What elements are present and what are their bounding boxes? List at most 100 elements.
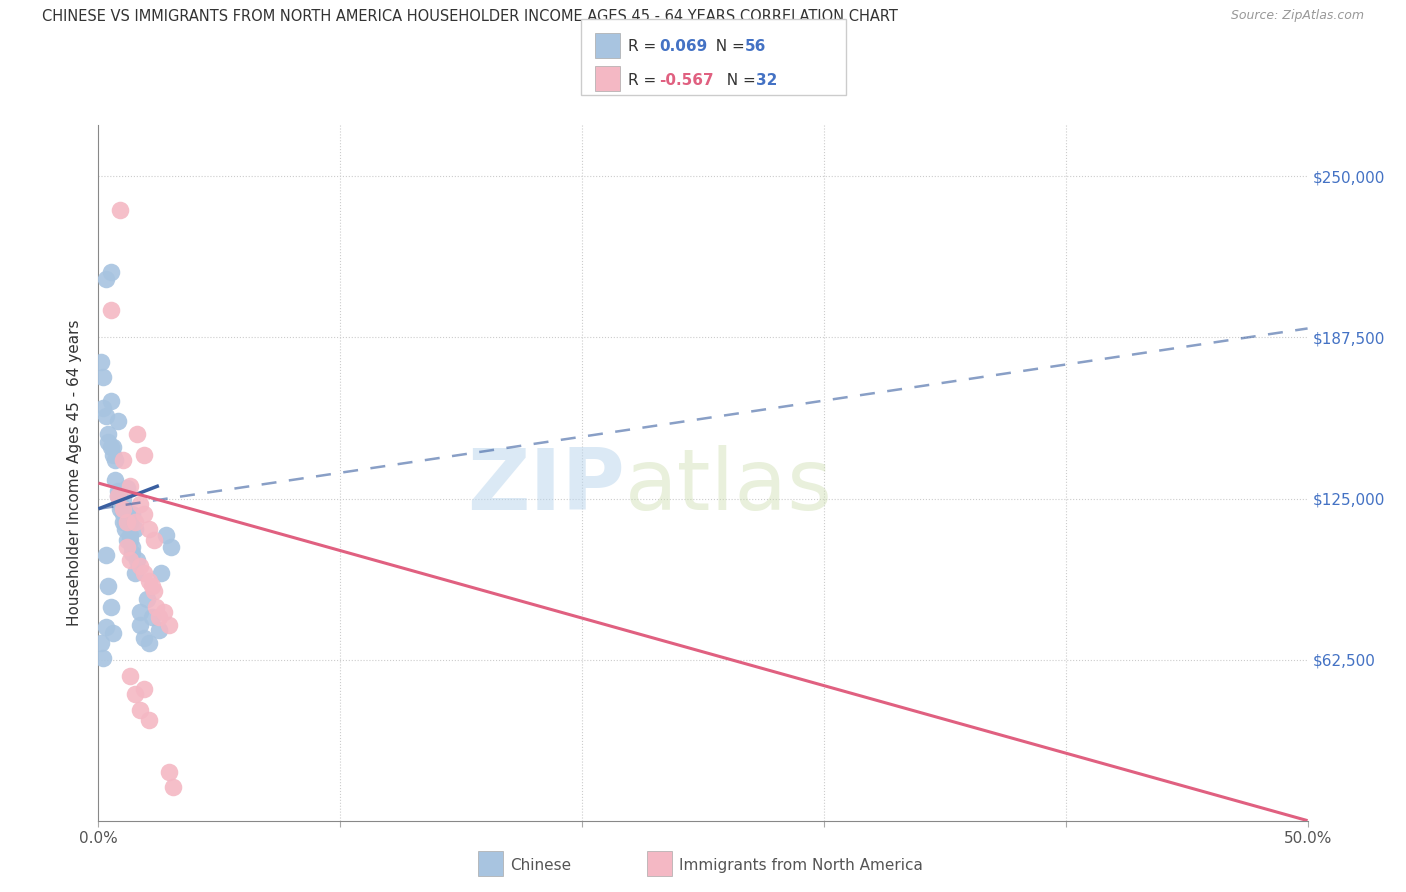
Text: N =: N = [717, 73, 761, 88]
Text: 56: 56 [745, 39, 766, 54]
Text: 0.069: 0.069 [659, 39, 707, 54]
Text: ZIP: ZIP [467, 445, 624, 528]
Point [100, 599, 122, 614]
Text: R =: R = [628, 39, 662, 54]
Point [148, 610, 170, 624]
Point [124, 687, 146, 701]
Point [107, 414, 129, 428]
Point [91, 401, 114, 416]
Point [138, 713, 160, 727]
Point [162, 780, 184, 794]
Point [94, 272, 117, 286]
Point [91, 651, 114, 665]
Point [118, 515, 141, 529]
Point [90, 636, 112, 650]
Point [128, 558, 150, 573]
Point [117, 507, 139, 521]
Point [91, 370, 114, 384]
Point [148, 623, 170, 637]
Point [134, 682, 156, 697]
Point [100, 265, 122, 279]
Y-axis label: Householder Income Ages 45 - 64 years: Householder Income Ages 45 - 64 years [67, 319, 83, 626]
Point [150, 566, 173, 581]
Point [108, 501, 131, 516]
Point [108, 497, 131, 511]
Point [152, 605, 174, 619]
Point [107, 489, 129, 503]
Point [118, 478, 141, 492]
Point [135, 592, 157, 607]
Point [114, 501, 136, 516]
Text: Source: ZipAtlas.com: Source: ZipAtlas.com [1230, 9, 1364, 22]
Point [143, 584, 166, 599]
Point [127, 427, 149, 442]
Point [117, 541, 139, 555]
Point [94, 548, 117, 562]
Point [157, 617, 180, 632]
Point [108, 202, 131, 217]
Point [111, 507, 134, 521]
Point [124, 523, 146, 537]
Point [107, 489, 129, 503]
Point [118, 553, 141, 567]
Text: 32: 32 [756, 73, 778, 88]
Point [134, 631, 156, 645]
Point [111, 501, 134, 516]
Point [100, 303, 122, 318]
Point [117, 481, 139, 495]
Point [100, 393, 122, 408]
Point [94, 409, 117, 423]
Text: Chinese: Chinese [510, 858, 571, 872]
Point [160, 541, 183, 555]
Point [97, 579, 120, 593]
Point [155, 527, 177, 541]
Point [97, 427, 120, 442]
Point [90, 355, 112, 369]
Point [128, 617, 150, 632]
Point [141, 610, 163, 624]
Point [127, 553, 149, 567]
Point [117, 533, 139, 547]
Point [134, 448, 156, 462]
Point [111, 453, 134, 467]
Point [121, 546, 143, 560]
Point [118, 533, 141, 547]
Point [157, 764, 180, 779]
Point [124, 515, 146, 529]
Text: R =: R = [628, 73, 662, 88]
Point [128, 703, 150, 717]
Point [107, 483, 129, 498]
Point [97, 434, 120, 449]
Point [118, 669, 141, 683]
Point [101, 625, 124, 640]
Point [143, 533, 166, 547]
Point [94, 620, 117, 634]
Point [101, 448, 124, 462]
Point [121, 541, 143, 555]
Point [101, 440, 124, 454]
Text: atlas: atlas [624, 445, 832, 528]
Point [145, 599, 167, 614]
Point [111, 491, 134, 506]
Point [104, 453, 127, 467]
Point [128, 605, 150, 619]
Point [114, 523, 136, 537]
Point [124, 566, 146, 581]
Point [111, 515, 134, 529]
Text: CHINESE VS IMMIGRANTS FROM NORTH AMERICA HOUSEHOLDER INCOME AGES 45 - 64 YEARS C: CHINESE VS IMMIGRANTS FROM NORTH AMERICA… [42, 9, 898, 24]
Point [128, 497, 150, 511]
Point [100, 440, 122, 454]
Text: -0.567: -0.567 [659, 73, 714, 88]
Point [118, 527, 141, 541]
Text: N =: N = [706, 39, 749, 54]
Point [121, 507, 143, 521]
Point [141, 579, 163, 593]
Point [134, 507, 156, 521]
Point [104, 474, 127, 488]
Point [134, 566, 156, 581]
Point [108, 489, 131, 503]
Point [138, 636, 160, 650]
Point [117, 515, 139, 529]
Text: Immigrants from North America: Immigrants from North America [679, 858, 922, 872]
Point [111, 501, 134, 516]
